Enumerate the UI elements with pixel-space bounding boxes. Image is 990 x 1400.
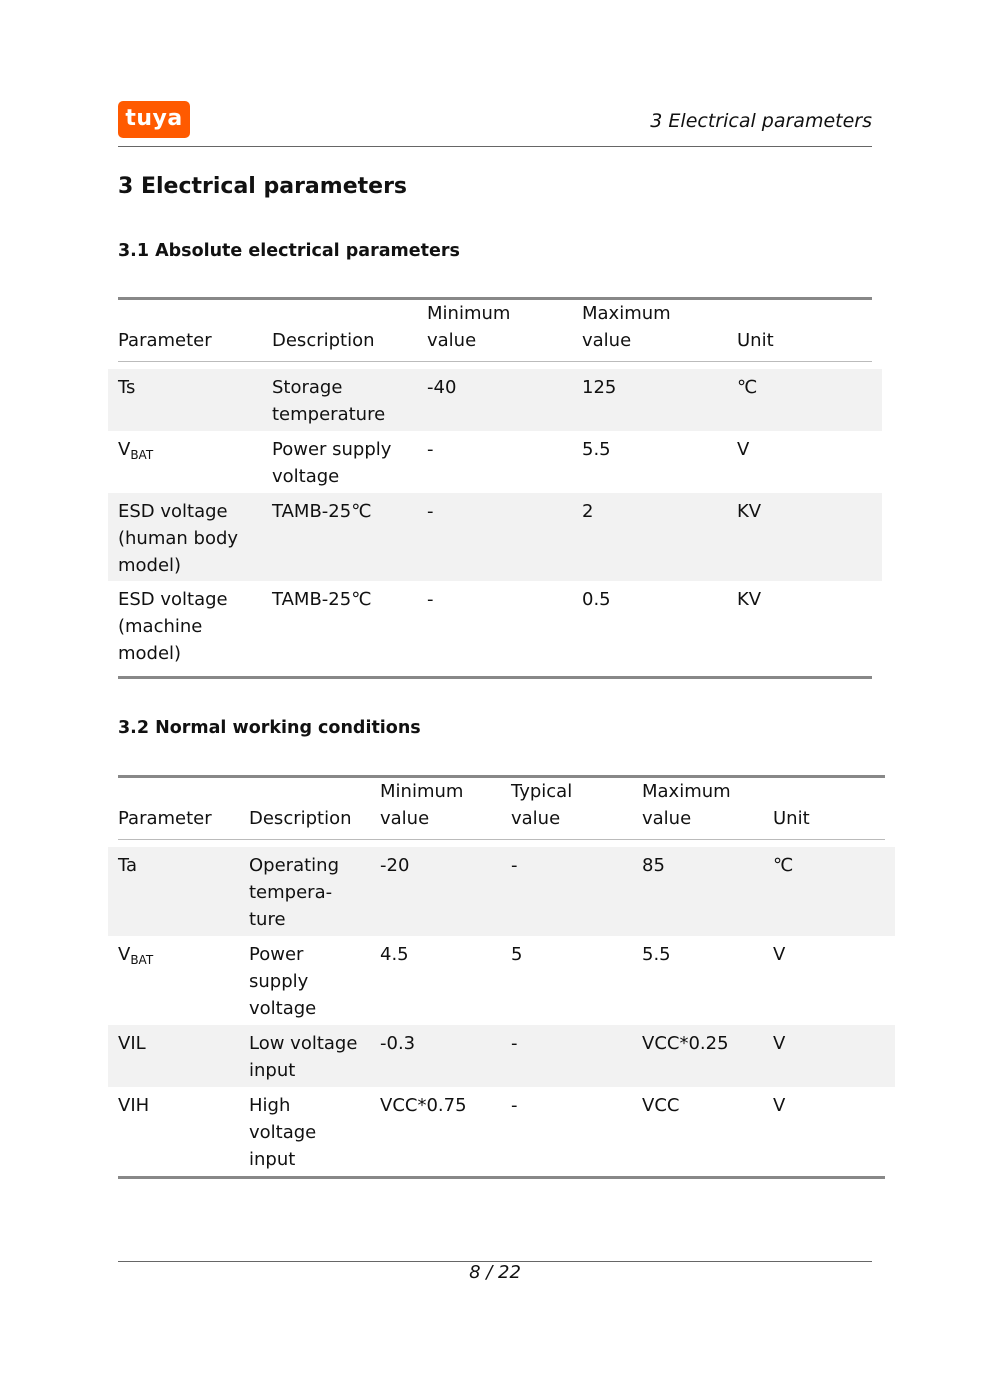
table-row: Ts Storage temperature -40 125 ℃ — [108, 369, 882, 431]
table-cell: 2 — [582, 501, 594, 522]
table-cell: V — [773, 1033, 786, 1054]
table-cell: KV — [737, 589, 762, 610]
table-row: Ta Operating tempera- ture -20 - 85 ℃ — [108, 847, 895, 936]
table-cell: V — [773, 1095, 786, 1116]
table-cell: High voltage input — [249, 1095, 317, 1170]
column-header: Maximum value — [582, 303, 671, 351]
table-cell: -40 — [427, 377, 457, 398]
section-title: 3 Electrical parameters — [118, 174, 408, 199]
parameter-cell: VIH — [118, 1095, 150, 1116]
parameter-cell: Ta — [118, 855, 138, 876]
table-cell: Operating tempera- ture — [249, 855, 339, 930]
subscript: BAT — [130, 953, 154, 967]
column-header: Minimum value — [427, 303, 511, 351]
table-row: ESD voltage (human body model) TAMB-25℃ - 2… — [108, 493, 882, 581]
column-header: Description — [272, 330, 375, 351]
column-header: Minimum value — [380, 781, 464, 829]
table1-title: 3.1 Absolute electrical parameters — [118, 241, 460, 261]
table-cell: - — [427, 439, 434, 460]
table-cell: V — [737, 439, 750, 460]
table-cell: ℃ — [773, 855, 794, 876]
parameter-cell: VBAT — [118, 439, 154, 462]
table-row: ESD voltage (machine model) TAMB-25℃ - 0.5 K… — [108, 581, 882, 669]
table-row: VBAT Power supply voltage - 5.5 V — [108, 431, 882, 493]
parameter-cell: VBAT — [118, 944, 154, 967]
table-row: VIH High voltage input VCC*0.75 - VCC V — [108, 1087, 895, 1176]
table-cell: V — [773, 944, 786, 965]
column-header: Parameter — [118, 330, 212, 351]
table-cell: Storage temperature — [272, 377, 386, 425]
table-row: VIL Low voltage input -0.3 - VCC*0.25 V — [108, 1025, 895, 1087]
subscript: BAT — [130, 448, 154, 462]
column-header: Typical value — [511, 781, 573, 829]
table-cell: VCC — [642, 1095, 680, 1116]
table2-title: 3.2 Normal working conditions — [118, 718, 421, 738]
column-header: Unit — [773, 808, 810, 829]
running-header: 3 Electrical parameters — [650, 110, 872, 132]
column-header: Parameter — [118, 808, 212, 829]
footer-rule — [118, 1261, 872, 1262]
table-cell: Low voltage input — [249, 1033, 358, 1081]
table-cell: - — [511, 1095, 518, 1116]
table-cell: 5.5 — [582, 439, 611, 460]
table-top-rule — [118, 775, 885, 778]
table-cell: VCC*0.75 — [380, 1095, 467, 1116]
table-cell: - — [511, 855, 518, 876]
header-rule — [118, 361, 872, 362]
table-cell: TAMB-25℃ — [272, 501, 372, 522]
table-cell: -0.3 — [380, 1033, 416, 1054]
tuya-logo: tuya — [118, 101, 190, 138]
table-cell: TAMB-25℃ — [272, 589, 372, 610]
table-cell: 5.5 — [642, 944, 671, 965]
table-cell: Power supply voltage — [249, 944, 317, 1019]
table-top-rule — [118, 297, 872, 300]
parameter-cell: ESD voltage (machine model) — [118, 589, 228, 664]
header-rule — [118, 146, 872, 147]
table-cell: - — [427, 589, 434, 610]
column-header: Description — [249, 808, 352, 829]
table-cell: KV — [737, 501, 762, 522]
page-number: 8 / 22 — [469, 1262, 521, 1283]
table-cell: 0.5 — [582, 589, 611, 610]
table-cell: 125 — [582, 377, 617, 398]
header-rule — [118, 839, 885, 840]
table-bottom-rule — [118, 676, 872, 679]
table-cell: 4.5 — [380, 944, 409, 965]
table-cell: -20 — [380, 855, 410, 876]
column-header: Maximum value — [642, 781, 731, 829]
column-header: Unit — [737, 330, 774, 351]
table-cell: 85 — [642, 855, 665, 876]
table-bottom-rule — [118, 1176, 885, 1179]
table-cell: - — [427, 501, 434, 522]
parameter-cell: Ts — [118, 377, 136, 398]
parameter-cell: VIL — [118, 1033, 146, 1054]
parameter-cell: ESD voltage (human body model) — [118, 501, 239, 576]
table-cell: Power supply voltage — [272, 439, 392, 487]
table-cell: VCC*0.25 — [642, 1033, 729, 1054]
table-cell: ℃ — [737, 377, 758, 398]
table-row: VBAT Power supply voltage 4.5 5 5.5 V — [108, 936, 895, 1025]
table-cell: - — [511, 1033, 518, 1054]
table-cell: 5 — [511, 944, 523, 965]
